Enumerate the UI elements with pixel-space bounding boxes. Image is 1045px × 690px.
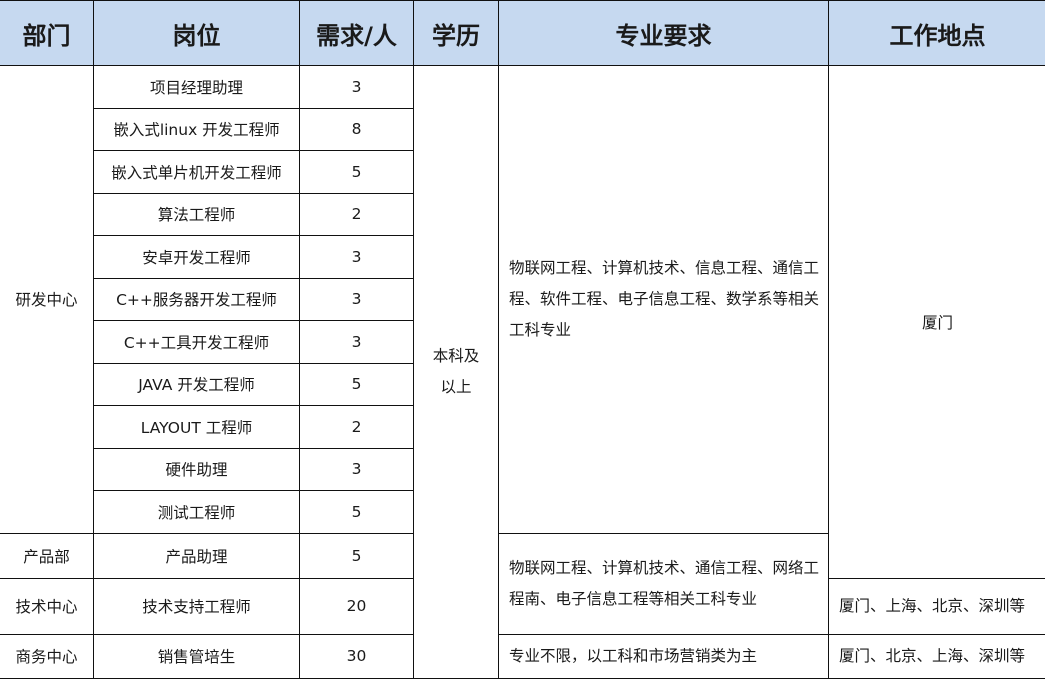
table-row: 研发中心 项目经理助理 3 本科及以上 物联网工程、计算机技术、信息工程、通信工… — [0, 65, 1045, 679]
demand-cell: 20 — [299, 577, 414, 635]
position-cell: 项目经理助理 — [93, 65, 300, 109]
demand-cell: 3 — [299, 235, 414, 279]
table-row: LAYOUT 工程师 2 — [0, 405, 1045, 449]
education-text: 本科及以上 — [432, 346, 480, 396]
header-dept: 部门 — [0, 0, 94, 66]
major-cell: 物联网工程、计算机技术、通信工程、网络工程南、电子信息工程等相关工科专业 — [498, 532, 829, 635]
position-cell: LAYOUT 工程师 — [93, 405, 300, 449]
dept-cell: 产品部 — [0, 532, 94, 579]
demand-cell: 5 — [299, 490, 414, 534]
demand-cell: 3 — [299, 65, 414, 109]
position-cell: 嵌入式linux 开发工程师 — [93, 107, 300, 151]
demand-cell: 30 — [299, 633, 414, 679]
position-cell: 硬件助理 — [93, 447, 300, 491]
table-row: 嵌入式单片机开发工程师 5 — [0, 150, 1045, 194]
education-cell: 本科及以上 — [413, 65, 499, 679]
demand-cell: 5 — [299, 532, 414, 579]
major-cell: 专业不限，以工科和市场营销类为主 — [498, 633, 829, 679]
location-cell: 厦门 — [828, 65, 1045, 579]
position-cell: 安卓开发工程师 — [93, 235, 300, 279]
position-cell: JAVA 开发工程师 — [93, 362, 300, 406]
demand-cell: 5 — [299, 362, 414, 406]
table-row: 硬件助理 3 — [0, 447, 1045, 491]
position-cell: 销售管培生 — [93, 633, 300, 679]
header-location: 工作地点 — [828, 0, 1045, 66]
header-position: 岗位 — [93, 0, 300, 66]
demand-cell: 5 — [299, 150, 414, 194]
demand-cell: 2 — [299, 405, 414, 449]
dept-cell: 技术中心 — [0, 577, 94, 635]
major-cell: 物联网工程、计算机技术、信息工程、通信工程、软件工程、电子信息工程、数学系等相关… — [498, 65, 829, 534]
header-demand: 需求/人 — [299, 0, 414, 66]
table-row: 测试工程师 5 — [0, 490, 1045, 534]
demand-cell: 8 — [299, 107, 414, 151]
dept-cell: 研发中心 — [0, 65, 94, 534]
header-education: 学历 — [413, 0, 499, 66]
position-cell: 算法工程师 — [93, 192, 300, 236]
dept-cell: 商务中心 — [0, 633, 94, 679]
header-major: 专业要求 — [498, 0, 829, 66]
table-row: 算法工程师 2 — [0, 192, 1045, 236]
table-row: C++服务器开发工程师 3 — [0, 277, 1045, 321]
position-cell: C++工具开发工程师 — [93, 320, 300, 364]
demand-cell: 3 — [299, 447, 414, 491]
demand-cell: 3 — [299, 277, 414, 321]
position-cell: 产品助理 — [93, 532, 300, 579]
position-cell: 嵌入式单片机开发工程师 — [93, 150, 300, 194]
location-cell: 厦门、北京、上海、深圳等 — [828, 633, 1045, 679]
position-cell: 技术支持工程师 — [93, 577, 300, 635]
table-row: 商务中心 销售管培生 30 专业不限，以工科和市场营销类为主 厦门、北京、上海、… — [0, 633, 1045, 679]
location-cell: 厦门、上海、北京、深圳等 — [828, 577, 1045, 635]
position-cell: 测试工程师 — [93, 490, 300, 534]
demand-cell: 2 — [299, 192, 414, 236]
table-row: 嵌入式linux 开发工程师 8 — [0, 107, 1045, 151]
table-row: JAVA 开发工程师 5 — [0, 362, 1045, 406]
demand-cell: 3 — [299, 320, 414, 364]
position-cell: C++服务器开发工程师 — [93, 277, 300, 321]
header-row: 部门 岗位 需求/人 学历 专业要求 工作地点 — [0, 0, 1045, 66]
